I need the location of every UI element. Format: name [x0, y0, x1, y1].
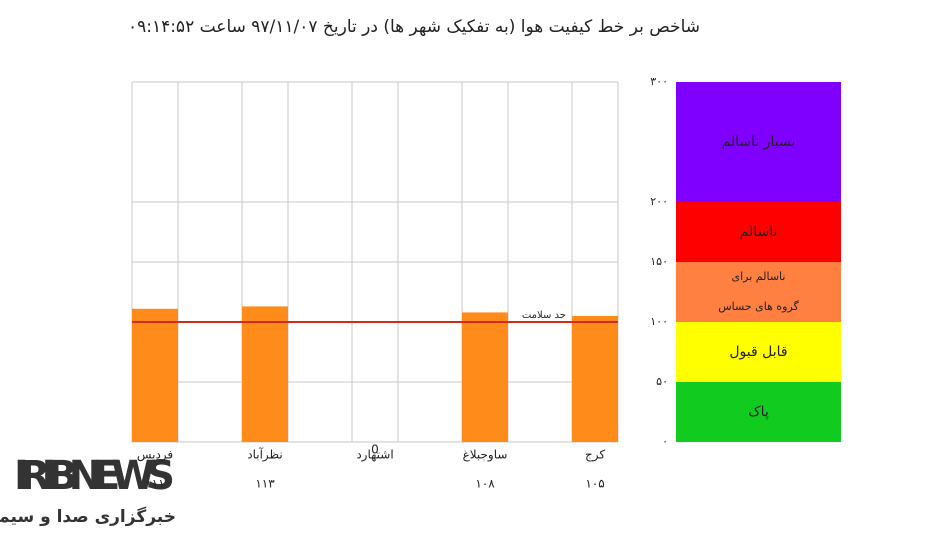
value-label: ۱۰۸ [475, 477, 495, 491]
value-label: ۱۱۱ [145, 477, 164, 491]
logo-tagline: خبرگزاری صدا و سیما [0, 506, 176, 527]
bar [462, 312, 508, 442]
x-tick-label: کرج [585, 448, 605, 463]
scale-band [676, 262, 841, 322]
band-label: پاک [748, 404, 769, 420]
y-tick-label: ۰ [662, 435, 668, 448]
value-label: 0 [371, 443, 379, 457]
threshold-label: حد سلامت [522, 310, 566, 321]
value-label: ۱۰۵ [585, 477, 604, 491]
band-label: گروه های حساس [718, 300, 799, 313]
x-tick-label: فردیس [137, 448, 173, 463]
scale-band [676, 382, 841, 442]
scale-band [676, 202, 841, 262]
y-tick-label: ۵۰ [656, 375, 668, 388]
y-tick-label: ۳۰۰ [650, 75, 668, 88]
band-label: بسیار ناسالم [722, 134, 796, 150]
bar [132, 308, 178, 442]
chart-title: شاخص بر خط کیفیت هوا (به تفکیک شهر ها) د… [128, 17, 700, 37]
x-tick-label: نظرآباد [247, 447, 282, 463]
bar [242, 306, 288, 442]
x-tick-label: اشتهارد [356, 448, 393, 463]
band-label: قابل قبول [729, 344, 787, 360]
y-tick-label: ۱۰۰ [650, 315, 668, 328]
value-label: ۱۱۳ [255, 477, 275, 491]
x-tick-label: ساوجبلاغ [463, 448, 508, 463]
y-tick-label: ۱۵۰ [650, 255, 668, 268]
logo-name: IRIBNEWS [14, 453, 174, 499]
y-tick-label: ۲۰۰ [650, 195, 668, 208]
scale-band [676, 82, 841, 202]
band-label: ناسالم [740, 224, 778, 240]
scale-band [676, 322, 841, 382]
bar [572, 316, 618, 442]
band-label: ناسالم برای [732, 270, 786, 283]
